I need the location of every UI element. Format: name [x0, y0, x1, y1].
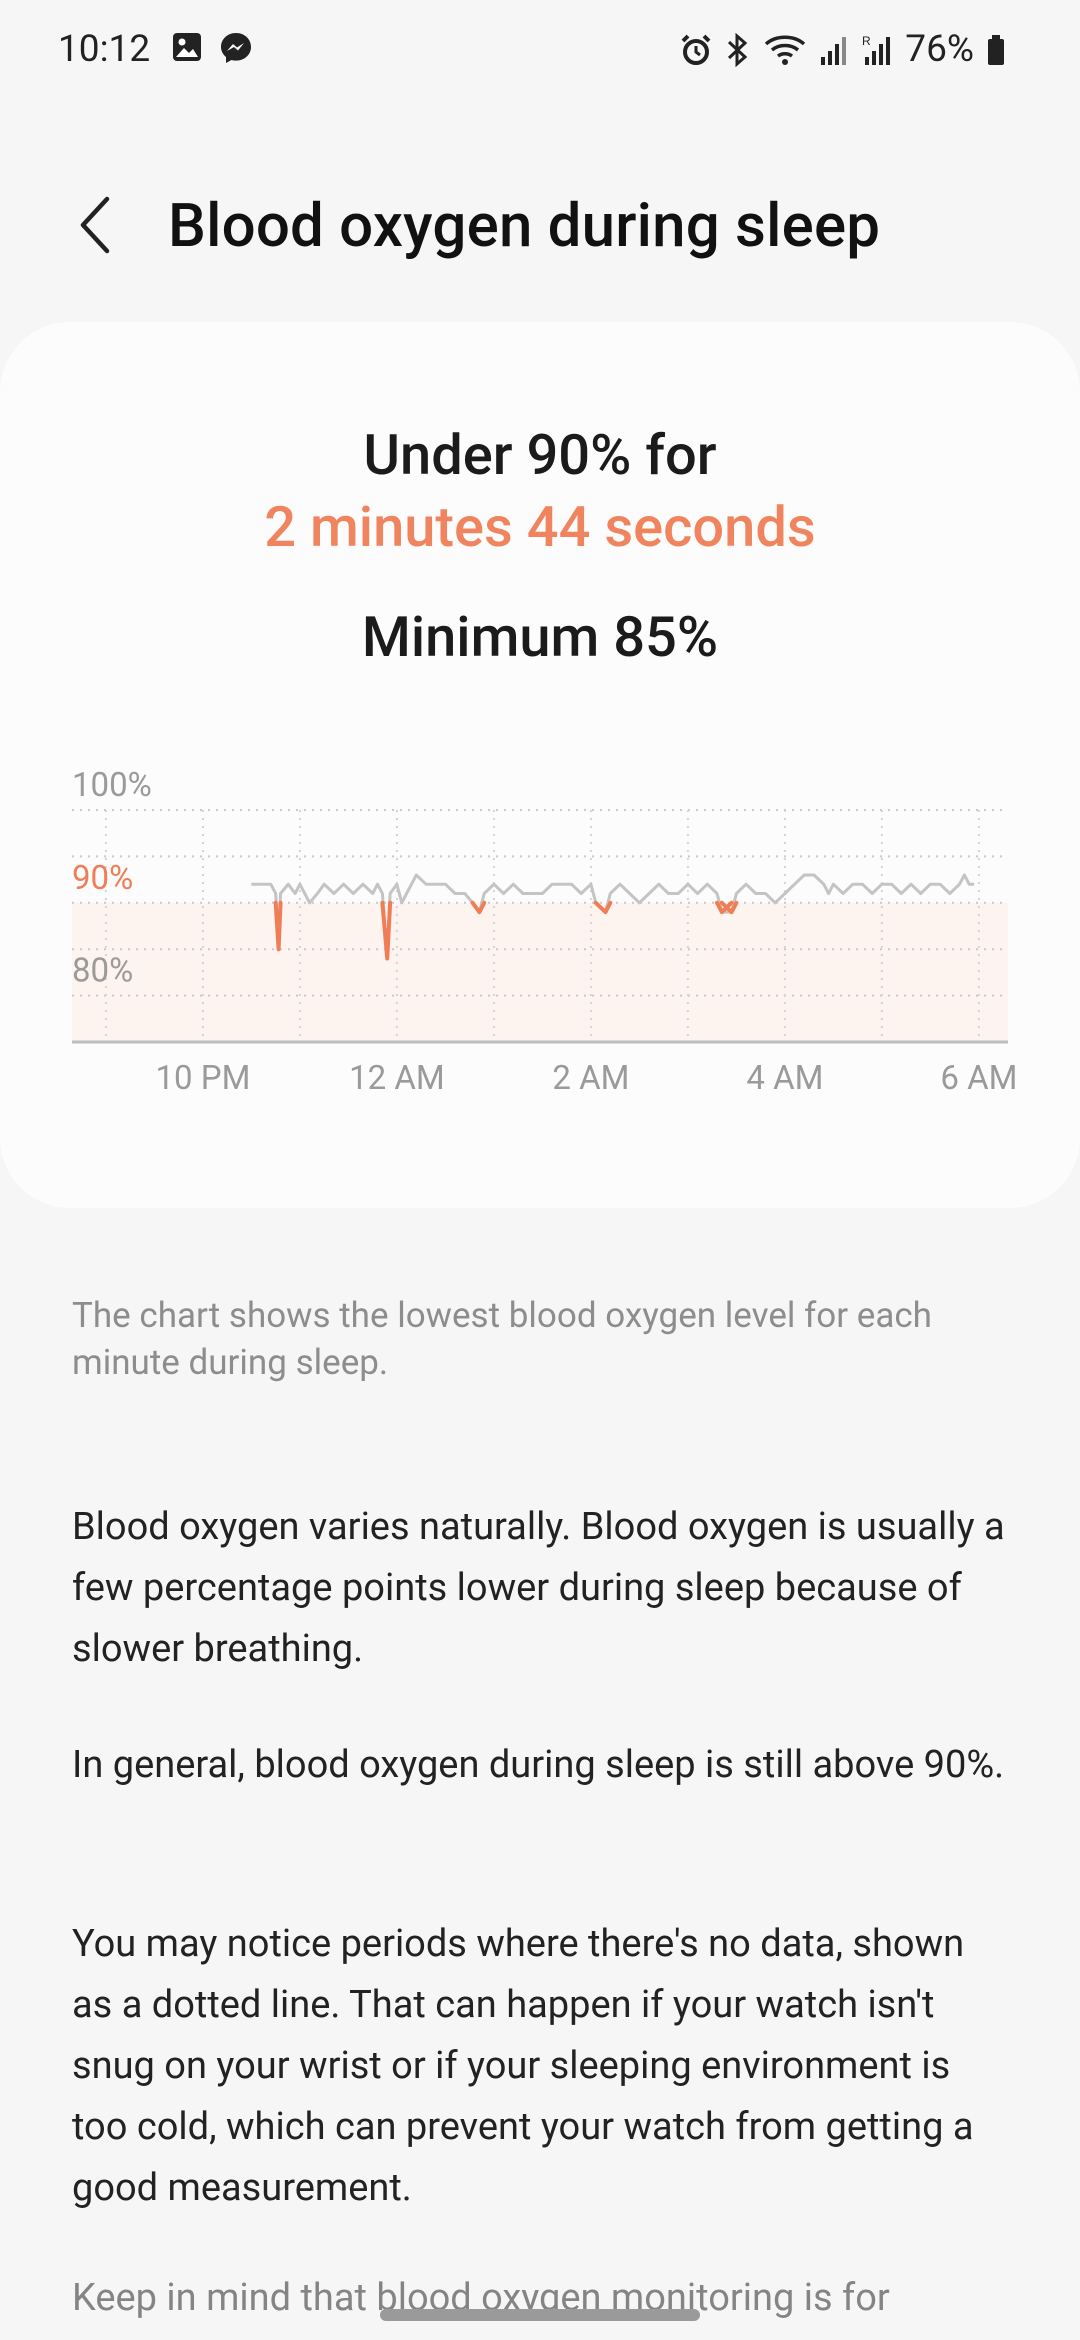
y-tick-label: 90%	[72, 859, 133, 898]
y-tick-label: 80%	[72, 952, 133, 991]
back-button[interactable]	[60, 190, 130, 260]
info-paragraph-3: You may notice periods where there's no …	[72, 1922, 974, 2210]
low-point	[380, 900, 393, 961]
x-tick-label: 10 PM	[155, 1059, 250, 1098]
summary-card: Under 90% for 2 minutes 44 seconds Minim…	[0, 322, 1080, 1208]
under-threshold-label: Under 90% for	[363, 422, 717, 488]
status-bar: 10:12	[0, 0, 1080, 100]
gallery-icon	[173, 33, 201, 61]
y-tick-label: 100%	[72, 766, 152, 805]
signal-icon	[821, 36, 847, 65]
series-line	[251, 873, 975, 960]
signal-r-icon: R	[862, 34, 891, 65]
low-point	[719, 900, 739, 915]
messenger-icon	[221, 33, 251, 63]
battery-percent: 76%	[905, 28, 974, 71]
chevron-left-icon	[80, 196, 110, 254]
alarm-icon	[681, 34, 711, 65]
low-point	[593, 900, 613, 915]
minimum-value: Minimum 85%	[361, 604, 719, 670]
battery-icon	[988, 34, 1004, 65]
x-tick-label: 12 AM	[349, 1059, 445, 1098]
x-tick-label: 4 AM	[746, 1059, 823, 1098]
chart-caption: The chart shows the lowest blood oxygen …	[72, 1295, 932, 1383]
low-point	[470, 900, 487, 915]
svg-text:R: R	[862, 34, 871, 48]
x-tick-label: 2 AM	[552, 1059, 629, 1098]
low-point	[273, 900, 283, 952]
gesture-nav-bar[interactable]	[380, 2309, 700, 2321]
x-tick-label: 6 AM	[940, 1059, 1017, 1098]
page-title: Blood oxygen during sleep	[168, 190, 881, 261]
bluetooth-icon	[728, 32, 748, 67]
low-zone	[72, 902, 1008, 1042]
info-paragraph-2: In general, blood oxygen during sleep is…	[72, 1743, 1005, 1787]
status-time: 10:12	[58, 28, 151, 71]
under-threshold-duration: 2 minutes 44 seconds	[264, 494, 816, 560]
wifi-icon	[765, 35, 806, 65]
blood-oxygen-chart: 100% 90% 80% 10 PM 12 AM 2 AM 4 AM 6 AM	[72, 766, 1017, 1098]
info-paragraph-1: Blood oxygen varies naturally. Blood oxy…	[72, 1505, 1005, 1671]
system-icons: R 76%	[679, 28, 1006, 71]
notification-icons	[170, 30, 254, 66]
app-bar: Blood oxygen during sleep	[0, 170, 1080, 290]
